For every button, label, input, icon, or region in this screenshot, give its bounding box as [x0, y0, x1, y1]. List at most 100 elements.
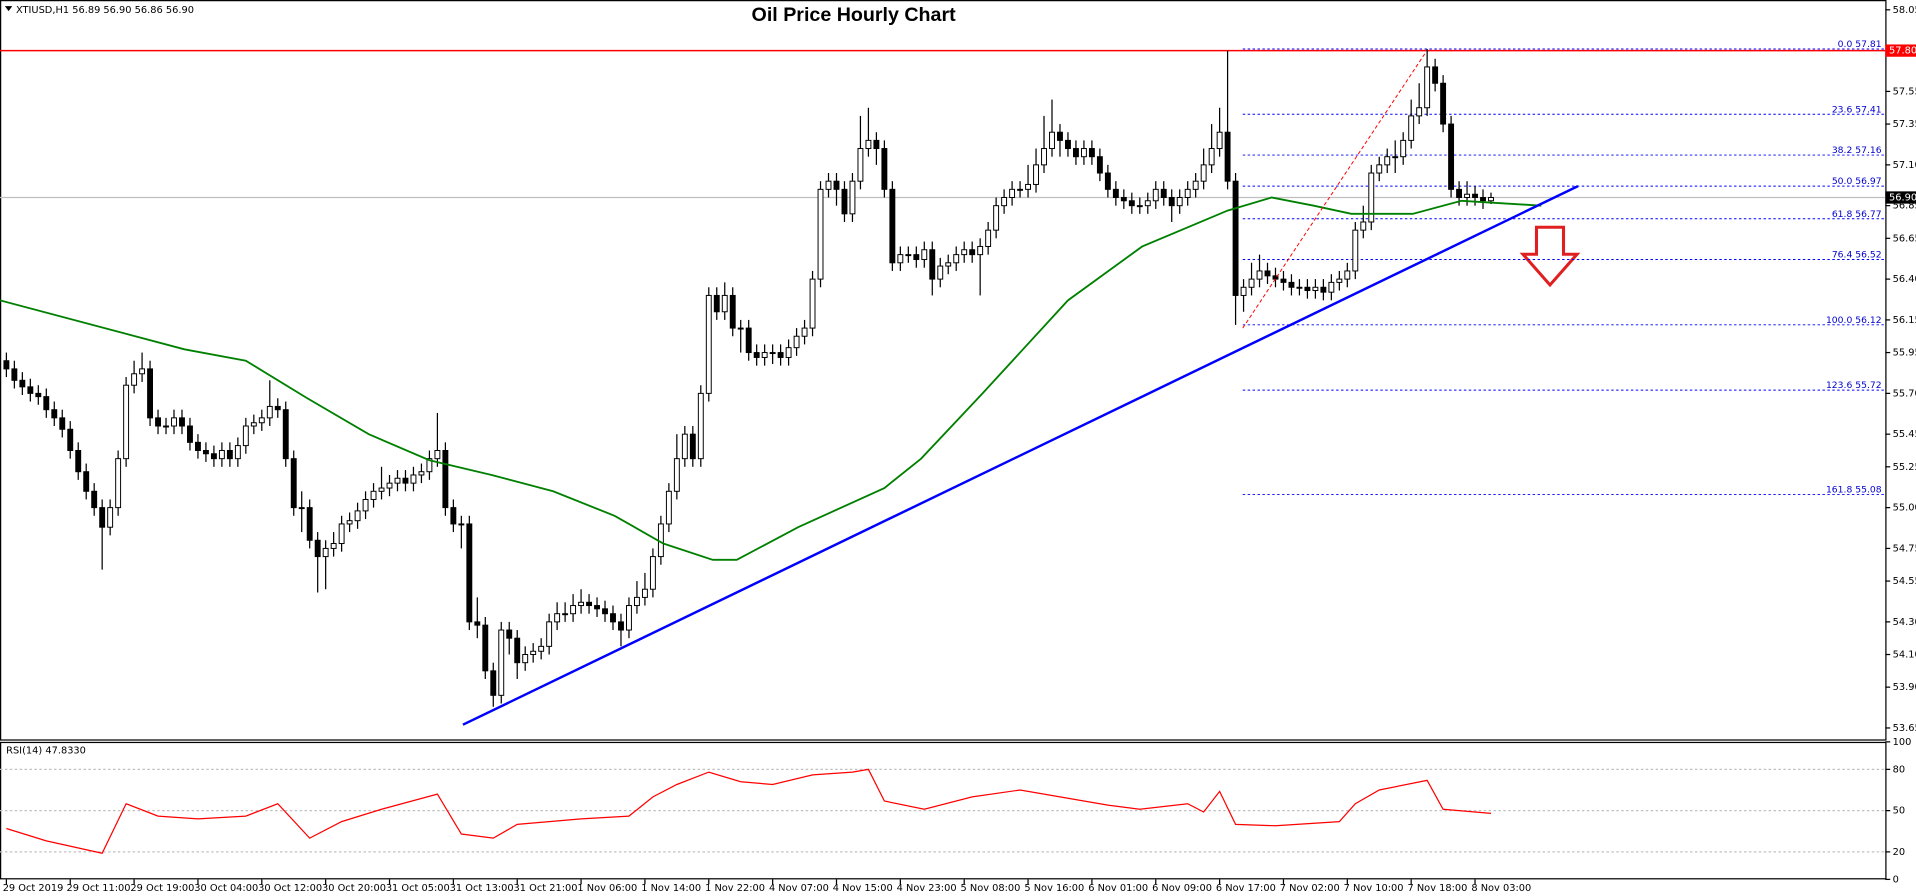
- candle-body: [641, 588, 648, 598]
- candle-body: [913, 254, 920, 261]
- candle-body: [1256, 270, 1263, 280]
- down-arrow: [1519, 225, 1581, 288]
- x-tick-label: 7 Nov 10:00: [1344, 883, 1404, 894]
- y-tick-label: 55.95: [1893, 348, 1916, 359]
- price-label-box: [1885, 191, 1916, 204]
- candle-body: [1368, 172, 1375, 223]
- candle-body: [139, 368, 146, 375]
- y-tick-label: 55.25: [1893, 462, 1916, 473]
- candle-body: [633, 596, 640, 607]
- candle-body: [817, 188, 824, 280]
- candle-body: [1344, 270, 1351, 280]
- y-tick-label: 56.15: [1893, 315, 1916, 326]
- candle-body: [745, 327, 752, 354]
- x-tick-label: 29 Oct 19:00: [130, 883, 194, 894]
- candle-body: [993, 205, 1000, 231]
- candle-body: [721, 294, 728, 313]
- candle-body: [793, 335, 800, 349]
- candle-body: [649, 556, 656, 590]
- candle-body: [1336, 278, 1343, 283]
- fib-label: 0.0 57.81: [1838, 39, 1882, 50]
- x-tick-label: 6 Nov 09:00: [1152, 883, 1212, 894]
- candle-body: [394, 477, 401, 484]
- price-label: 56.90: [1889, 193, 1916, 204]
- candle-body: [777, 352, 784, 358]
- fib-label: 123.6 55.72: [1826, 380, 1882, 391]
- candle-body: [1128, 200, 1135, 207]
- candle-body: [1176, 197, 1183, 207]
- candle-body: [809, 278, 816, 329]
- candle-body: [873, 139, 880, 150]
- x-tick-label: 6 Nov 17:00: [1216, 883, 1276, 894]
- fib-label: 100.0 56.12: [1826, 314, 1882, 325]
- candle-body: [458, 523, 465, 526]
- candle-body: [1096, 156, 1103, 174]
- candle-body: [1312, 286, 1319, 292]
- candle-body: [737, 327, 744, 330]
- candle-body: [1065, 139, 1071, 150]
- candle-body: [522, 654, 529, 664]
- fib-price: 57.41: [1855, 104, 1881, 115]
- fib-price: 56.77: [1855, 208, 1881, 219]
- fib-ratio: 123.6: [1826, 380, 1852, 391]
- candle-body: [3, 360, 10, 370]
- candle-body: [498, 629, 505, 696]
- fib-price: 56.12: [1855, 314, 1881, 325]
- candle-body: [27, 386, 34, 394]
- candle-body: [314, 539, 321, 558]
- trendline: [462, 184, 1579, 726]
- candle-body: [1328, 281, 1335, 293]
- candle-body: [330, 543, 337, 549]
- x-tick-label: 1 Nov 06:00: [577, 883, 637, 894]
- candle-body: [753, 352, 760, 358]
- candle-body: [290, 458, 297, 509]
- candle-body: [187, 425, 193, 443]
- candle-body: [1144, 200, 1151, 207]
- candle-body: [59, 417, 66, 430]
- fib-ratio: 61.8: [1832, 208, 1853, 219]
- candle-body: [250, 422, 257, 427]
- candle-body: [1384, 156, 1391, 166]
- candle-body: [937, 265, 944, 280]
- candle-body: [1408, 115, 1415, 141]
- candle-body: [354, 510, 361, 522]
- candle-body: [570, 605, 577, 615]
- y-tick-label: 80: [1893, 764, 1906, 775]
- candle-body: [1160, 188, 1167, 198]
- x-tick-label: 5 Nov 08:00: [961, 883, 1021, 894]
- candle-body: [115, 458, 122, 509]
- candle-body: [1200, 164, 1207, 182]
- candle-body: [378, 487, 385, 492]
- candle-body: [67, 428, 74, 451]
- candle-body: [1240, 286, 1247, 296]
- candle-body: [210, 453, 217, 460]
- y-tick-label: 56.65: [1893, 233, 1916, 244]
- x-tick-label: 30 Oct 04:00: [194, 883, 258, 894]
- candle-body: [1120, 197, 1127, 202]
- candle-body: [1488, 197, 1494, 202]
- fib-label: 23.6 57.41: [1832, 104, 1882, 115]
- candle-body: [697, 392, 704, 460]
- candle-body: [346, 520, 353, 525]
- candle-body: [578, 601, 585, 607]
- candle-body: [83, 471, 90, 492]
- candle-body: [945, 262, 952, 267]
- y-tick-label: 53.90: [1893, 682, 1916, 693]
- candle-body: [1472, 193, 1478, 198]
- x-tick-label: 31 Oct 21:00: [514, 883, 578, 894]
- y-tick-label: 53.65: [1893, 723, 1916, 734]
- candle-body: [1280, 278, 1287, 283]
- candle-body: [825, 180, 832, 190]
- candle-body: [610, 613, 616, 623]
- candle-body: [681, 433, 688, 460]
- candle-body: [1049, 131, 1055, 150]
- candle-body: [689, 433, 696, 460]
- x-tick-label: 31 Oct 13:00: [450, 883, 514, 894]
- candle-body: [849, 180, 856, 215]
- candle-body: [705, 294, 712, 394]
- candle-body: [75, 450, 82, 473]
- x-tick-label: 7 Nov 18:00: [1407, 883, 1467, 894]
- candle-body: [1304, 286, 1311, 292]
